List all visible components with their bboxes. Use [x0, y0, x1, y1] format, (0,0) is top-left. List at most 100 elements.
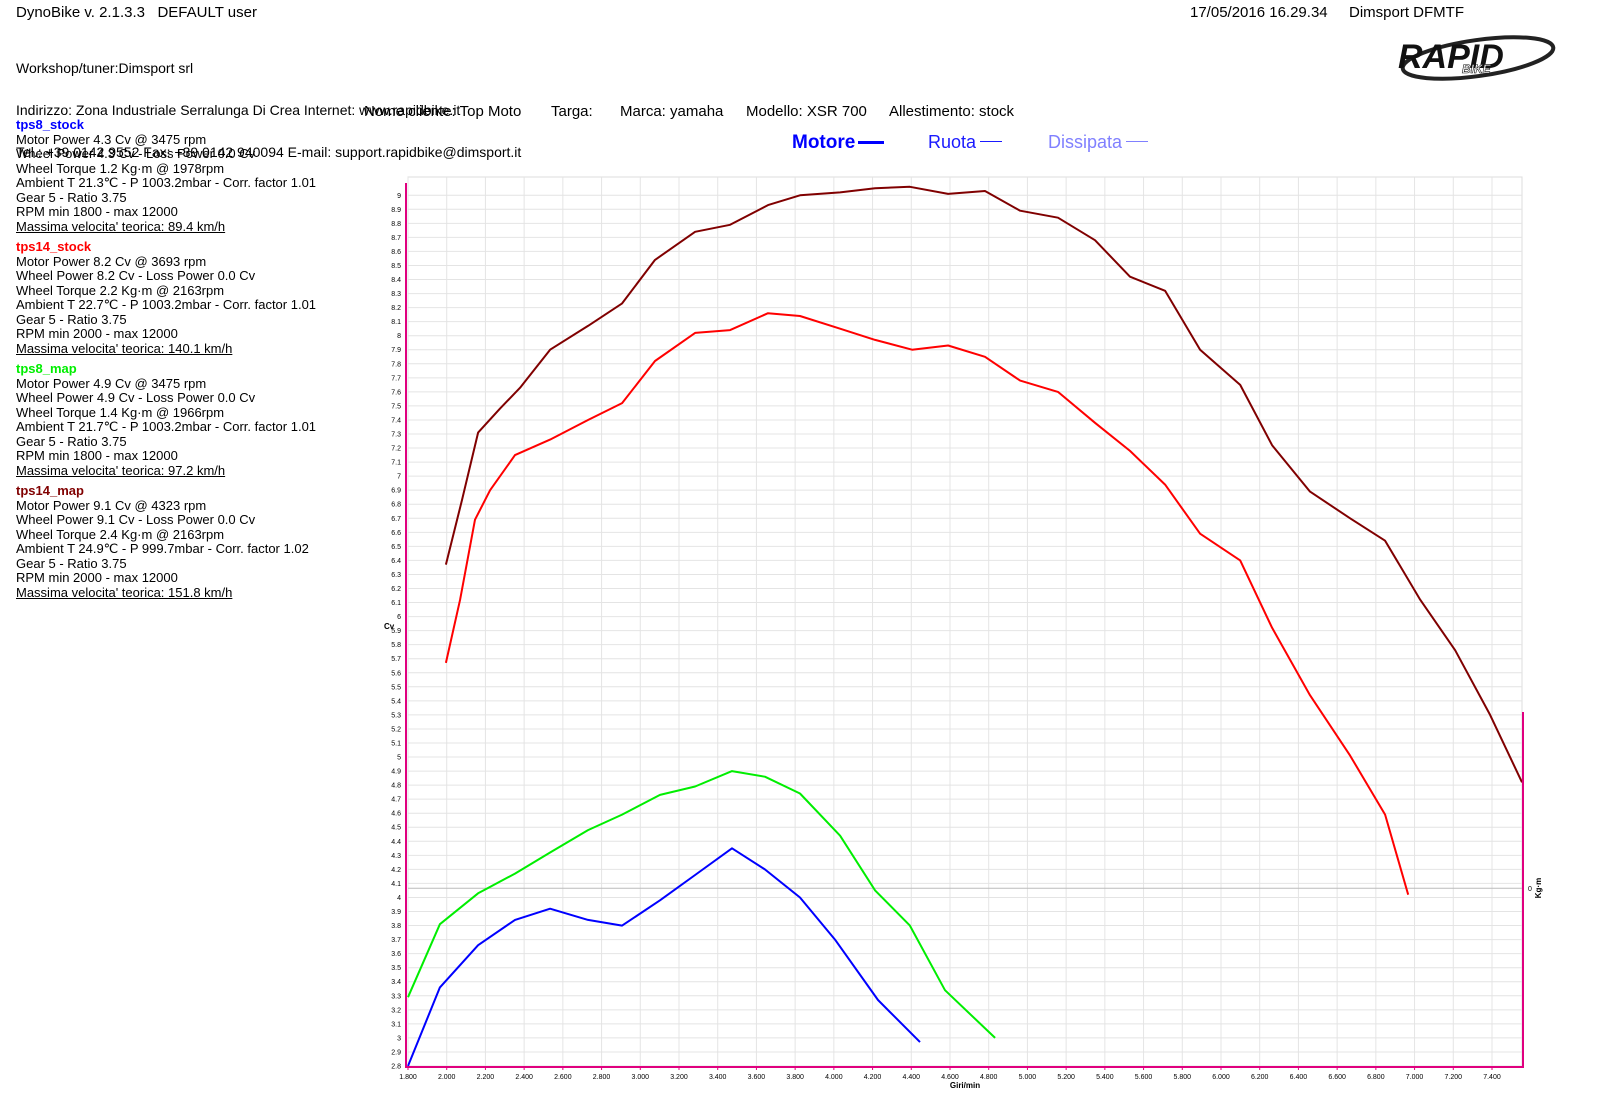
client-name: Nome cliente: Top Moto	[364, 103, 522, 120]
x-tick-label: 5.200	[1057, 1074, 1075, 1081]
run-detail: Massima velocita' teorica: 97.2 km/h	[16, 462, 226, 478]
y-tick-label: 5.7	[391, 656, 401, 663]
power-curve	[407, 770, 996, 1039]
run-detail: Wheel Torque 2.4 Kg·m @ 2163rpm	[16, 526, 225, 542]
run-detail: Wheel Power 4.3 Cv - Loss Power 0.0 Cv	[16, 146, 256, 161]
workshop-line: Indirizzo: Zona Industriale Serralunga D…	[16, 102, 461, 118]
x-tick-label: 7.400	[1483, 1074, 1501, 1081]
logo-text: RAPID	[1398, 38, 1504, 76]
run-detail: Wheel Power 4.9 Cv - Loss Power 0.0 Cv	[16, 390, 256, 405]
run-name: tps14_stock	[16, 239, 92, 254]
run-detail: Gear 5 - Ratio 3.75	[16, 189, 127, 205]
y-tick-label: 6.7	[391, 516, 401, 523]
x-tick-label: 3.600	[748, 1074, 766, 1081]
y-tick-label: 8.1	[391, 319, 401, 326]
x-tick-label: 3.800	[786, 1074, 804, 1081]
y-tick-label: 8.7	[391, 235, 401, 242]
y-tick-label: 7.5	[391, 403, 401, 410]
y-tick-label: 6	[397, 614, 401, 621]
run-detail: Motor Power 9.1 Cv @ 4323 rpm	[16, 497, 207, 513]
mode-option[interactable]: Dissipata	[1048, 132, 1123, 152]
x-tick-label: 5.400	[1096, 1074, 1114, 1081]
run-detail: Ambient T 21.3℃ - P 1003.2mbar - Corr. f…	[16, 175, 317, 190]
y-tick-label: 6.9	[391, 488, 401, 495]
mode-swatch	[1126, 141, 1148, 142]
mode-option[interactable]: Motore	[792, 132, 856, 153]
y-tick-label: 5	[397, 755, 401, 762]
y-tick-label: 4.2	[391, 867, 401, 874]
x-axis-label: Giri/min	[950, 1081, 980, 1090]
y-tick-label: 8.6	[391, 249, 401, 256]
run-detail: Wheel Power 8.2 Cv - Loss Power 0.0 Cv	[16, 268, 256, 283]
run-detail: Gear 5 - Ratio 3.75	[16, 311, 127, 327]
y2-axis-label: Kg·m	[1534, 878, 1543, 898]
run-detail: Wheel Torque 1.4 Kg·m @ 1966rpm	[16, 404, 225, 420]
y-axis-label: Cv	[384, 622, 395, 631]
logo-subtext: BIKE	[1462, 62, 1492, 76]
y-tick-label: 3.5	[391, 965, 401, 972]
x-tick-label: 4.600	[941, 1074, 959, 1081]
run-name: tps8_stock	[16, 117, 84, 132]
x-tick-label: 2.400	[515, 1074, 533, 1081]
x-tick-label: 2.200	[477, 1074, 495, 1081]
x-tick-label: 6.400	[1290, 1074, 1308, 1081]
run-detail: Massima velocita' teorica: 140.1 km/h	[16, 340, 233, 356]
power-curve	[444, 185, 1523, 783]
y-tick-label: 7.9	[391, 347, 401, 354]
grid: 2.8 2.9 3 3.1 3.2 3.3 3.4 3.5 3.6 3.7 3.8 3.9 4 4.1 4.…	[391, 177, 1532, 1081]
y-tick-label: 4.7	[391, 797, 401, 804]
station: Dimsport DFMTF	[1349, 4, 1464, 21]
x-tick-label: 6.600	[1328, 1074, 1346, 1081]
run-detail: RPM min 1800 - max 12000	[16, 204, 178, 219]
x-tick-label: 2.000	[438, 1074, 456, 1081]
curves	[407, 185, 1523, 1067]
mode-swatch	[980, 141, 1002, 142]
y-tick-label: 3.7	[391, 937, 401, 944]
y-tick-label: 5.5	[391, 684, 401, 691]
trim: Allestimento: stock	[889, 103, 1015, 120]
y-tick-label: 7.2	[391, 446, 401, 453]
y-tick-label: 3.6	[391, 951, 401, 958]
logo: RAPID BIKE	[1398, 35, 1556, 81]
y-tick-label: 7.6	[391, 389, 401, 396]
workshop-line: Tel.: +39 0142 9552 Fax: +39 0142 940094…	[16, 144, 522, 160]
x-tick-label: 6.200	[1251, 1074, 1269, 1081]
run-detail: Wheel Torque 2.2 Kg·m @ 2163rpm	[16, 282, 225, 298]
y-tick-label: 3.4	[391, 979, 401, 986]
plate: Targa:	[551, 103, 593, 120]
run-block: tps14_map Motor Power 9.1 Cv @ 4323 rpm Wh…	[16, 483, 309, 600]
run-block: tps8_map Motor Power 4.9 Cv @ 3475 rpm Whe…	[16, 361, 316, 478]
y-tick-label: 6.6	[391, 530, 401, 537]
y-tick-label: 3.1	[391, 1021, 401, 1028]
y-tick-label: 8.5	[391, 263, 401, 270]
x-tick-label: 1.800	[399, 1074, 417, 1081]
run-detail: RPM min 2000 - max 12000	[16, 570, 178, 585]
y-tick-label: 8.8	[391, 221, 401, 228]
y-tick-label: 6.1	[391, 600, 401, 607]
power-curve	[444, 312, 1410, 895]
logo-swoosh	[1400, 35, 1556, 81]
y-tick-label: 7	[397, 474, 401, 481]
x-tick-label: 4.800	[980, 1074, 998, 1081]
x-tick-label: 2.800	[593, 1074, 611, 1081]
y-tick-label: 3.3	[391, 993, 401, 1000]
y-tick-label: 5.1	[391, 740, 401, 747]
run-name: tps8_map	[16, 361, 77, 376]
y-tick-label: 5.3	[391, 712, 401, 719]
y-tick-label: 3.2	[391, 1007, 401, 1014]
x-tick-label: 7.200	[1445, 1074, 1463, 1081]
y-tick-label: 5.2	[391, 726, 401, 733]
y-tick-label: 4	[397, 895, 401, 902]
workshop: Workshop/tuner:Dimsport srl Indirizzo: Z…	[16, 33, 521, 173]
run-block: tps14_stock Motor Power 8.2 Cv @ 3693 rpm…	[16, 239, 316, 356]
y-tick-label: 6.3	[391, 572, 401, 579]
y-tick-label: 7.4	[391, 417, 401, 424]
x-tick-label: 3.000	[632, 1074, 650, 1081]
y-tick-label: 4.5	[391, 825, 401, 832]
mode-swatch	[858, 141, 884, 144]
y-tick-label: 6.5	[391, 544, 401, 551]
run-detail: Wheel Torque 1.2 Kg·m @ 1978rpm	[16, 160, 225, 176]
mode-option[interactable]: Ruota	[928, 132, 977, 152]
run-detail: Massima velocita' teorica: 151.8 km/h	[16, 584, 233, 600]
